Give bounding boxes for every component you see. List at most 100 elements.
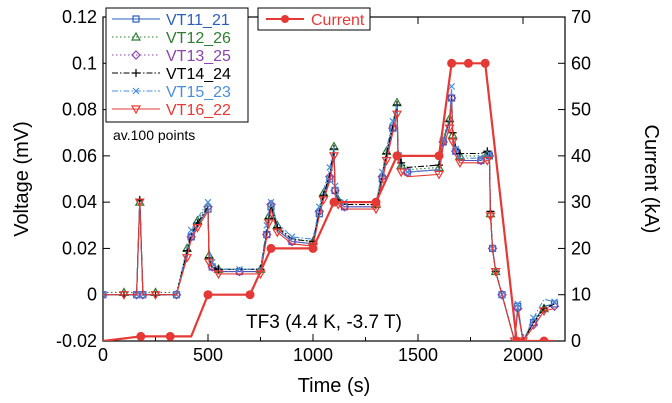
data-point [381,156,392,166]
series-current [103,58,555,341]
current-point [136,331,146,341]
y-left-tick-label: 0.1 [72,53,97,73]
y-right-tick-label: 20 [571,238,591,258]
y-right-tick-label: 30 [571,192,591,212]
y-left-tick-label: 0.08 [62,100,97,120]
y-left-tick-label: 0.04 [62,192,97,212]
x-axis-label: Time (s) [298,375,371,397]
y-right-tick-label: 10 [571,285,591,305]
legend-marker-VT11_21 [132,15,140,23]
condition-annotation: TF3 (4.4 K, -3.7 T) [246,312,402,333]
legend-label-VT11_21: VT11_21 [166,12,230,29]
data-point [444,124,455,134]
series-line-current [103,62,555,341]
x-tick-label: 500 [193,345,223,365]
current-point [266,243,276,253]
data-point [234,266,245,277]
legend-marker-VT14_24 [132,69,140,77]
current-point [434,151,444,161]
data-point [485,150,493,157]
x-tick-label: 0 [98,345,108,365]
y-left-tick-label: 0.12 [62,7,97,27]
data-point [454,159,466,169]
data-point [213,270,224,280]
data-point [171,289,182,300]
data-point [134,198,145,208]
legend-marker-VT15_23 [132,87,140,95]
data-point [118,291,130,300]
data-point [204,258,215,268]
series-layer [103,58,560,341]
x-tick-label: 2000 [503,345,543,365]
legend-voltage: VT11_21VT12_26VT13_25VT14_24VT15_23VT16_… [105,7,249,143]
legend-label-VT13_25: VT13_25 [166,48,231,65]
data-point [236,265,243,273]
data-point [150,291,161,300]
data-point [497,289,507,300]
data-point [551,298,558,306]
data-point [192,224,203,233]
data-point [433,162,445,172]
legend-marker-VT13_25 [131,50,141,60]
y-left-tick-label: 0 [87,285,97,305]
y-left-tick-label: 0.06 [62,146,97,166]
legend-current-label: Current [311,12,365,29]
averaging-annotation: av.100 points [113,127,195,143]
data-point [181,254,193,263]
y-axis-right-label: Current (kA) [640,125,662,234]
data-point [498,291,506,299]
current-point [371,197,381,207]
series-line-VT16_22 [103,100,555,341]
data-point [447,138,458,148]
current-point [203,290,213,300]
y-right-tick-label: 60 [571,53,591,73]
y-right-tick-label: 70 [571,7,591,27]
y-right-tick-label: 50 [571,100,591,120]
y-left-tick-label: 0.02 [62,238,97,258]
y-right-tick-label: 40 [571,146,591,166]
data-point [204,198,212,206]
data-point [456,149,464,158]
data-point [318,196,329,206]
data-point [404,168,411,176]
legend-label-VT15_23: VT15_23 [166,84,231,101]
condition-annotation-bg [236,308,412,334]
data-point [435,161,443,170]
y-left-tick-label: -0.02 [56,331,97,351]
data-point [485,212,496,222]
data-point [514,300,522,308]
data-point [517,337,529,341]
data-point [138,289,148,300]
legend-current: Current [257,7,371,31]
data-point [272,228,283,238]
y-axis-left-label: Voltage (mV) [11,121,33,237]
data-point [103,289,108,300]
axis-ticks: 0 500 1000 1500 2000-0.0200.020.040.060.080.… [56,7,591,365]
legend-current-marker [281,15,289,23]
data-point [538,307,550,317]
data-point [328,152,340,162]
current-point [512,336,522,341]
current-point [308,243,318,253]
data-point [263,219,274,229]
current-point [480,58,490,68]
y-right-tick-label: 0 [571,331,581,351]
data-point [433,170,445,180]
data-point [214,265,223,274]
data-point [391,110,403,120]
current-point [539,336,549,341]
current-point [165,331,175,341]
data-point [288,233,296,241]
current-point [329,197,339,207]
legend-label-VT12_26: VT12_26 [166,30,231,47]
data-point [103,291,107,299]
data-point [482,156,493,166]
current-point [447,58,457,68]
data-point [490,267,501,277]
data-point [267,198,275,206]
legend-current-box [257,7,371,31]
data-point [530,314,537,322]
legend-voltage-box [105,7,249,123]
data-point [319,191,328,200]
